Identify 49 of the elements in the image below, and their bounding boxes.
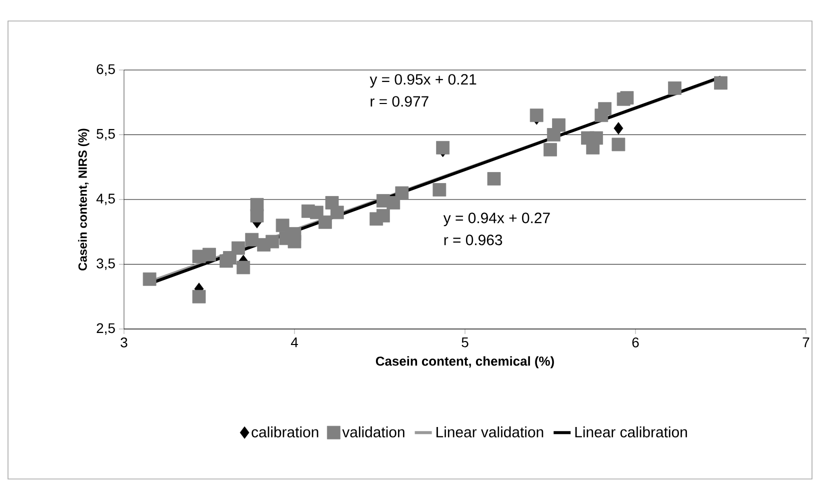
point (223, 251, 236, 264)
point (266, 234, 280, 248)
point (487, 172, 501, 186)
point (288, 227, 302, 241)
annotation: y = 0.95x + 0.21 (370, 74, 476, 88)
point (245, 232, 259, 246)
point (552, 118, 566, 132)
x-tick-label: 7 (802, 338, 810, 348)
point (192, 290, 206, 304)
point (432, 183, 446, 196)
y-tick-label: 3,5 (96, 258, 115, 270)
point (714, 76, 728, 90)
x-axis-title: Casein content, chemical (%) (376, 356, 554, 368)
point (202, 248, 216, 262)
point (598, 102, 612, 116)
point (318, 215, 332, 229)
x-tick-label: 6 (632, 338, 639, 348)
point (330, 206, 344, 220)
point (376, 208, 390, 222)
legend-label: calibration (252, 426, 318, 438)
x-tick-label: 4 (290, 338, 298, 348)
legend-label: validation (342, 426, 404, 438)
y-tick-label: 5,5 (96, 129, 115, 140)
point (276, 218, 290, 232)
x-tick-label: 3 (120, 338, 128, 348)
y-tick-label: 2,5 (96, 323, 115, 335)
point (620, 91, 634, 105)
annotation: r = 0.963 (444, 234, 502, 246)
point (544, 142, 557, 156)
point (232, 241, 245, 255)
point (614, 122, 624, 134)
point (530, 108, 544, 122)
x-tick-label: 5 (462, 338, 468, 348)
point (590, 131, 603, 145)
point (250, 208, 264, 222)
point (395, 186, 409, 200)
point (668, 81, 682, 95)
point (310, 206, 324, 220)
point (436, 141, 450, 154)
annotation: y = 0.94x + 0.27 (443, 212, 550, 226)
point (142, 272, 156, 286)
point (612, 138, 626, 152)
annotation: r = 0.977 (370, 96, 428, 107)
legend-label: Linear calibration (575, 426, 687, 438)
point (236, 260, 250, 274)
legend-label: Linear validation (436, 426, 544, 438)
y-tick-label: 6,5 (96, 64, 115, 76)
y-tick-label: 4,5 (96, 194, 115, 206)
y-axis-title: Casein content, NIRS (%) (78, 128, 90, 270)
